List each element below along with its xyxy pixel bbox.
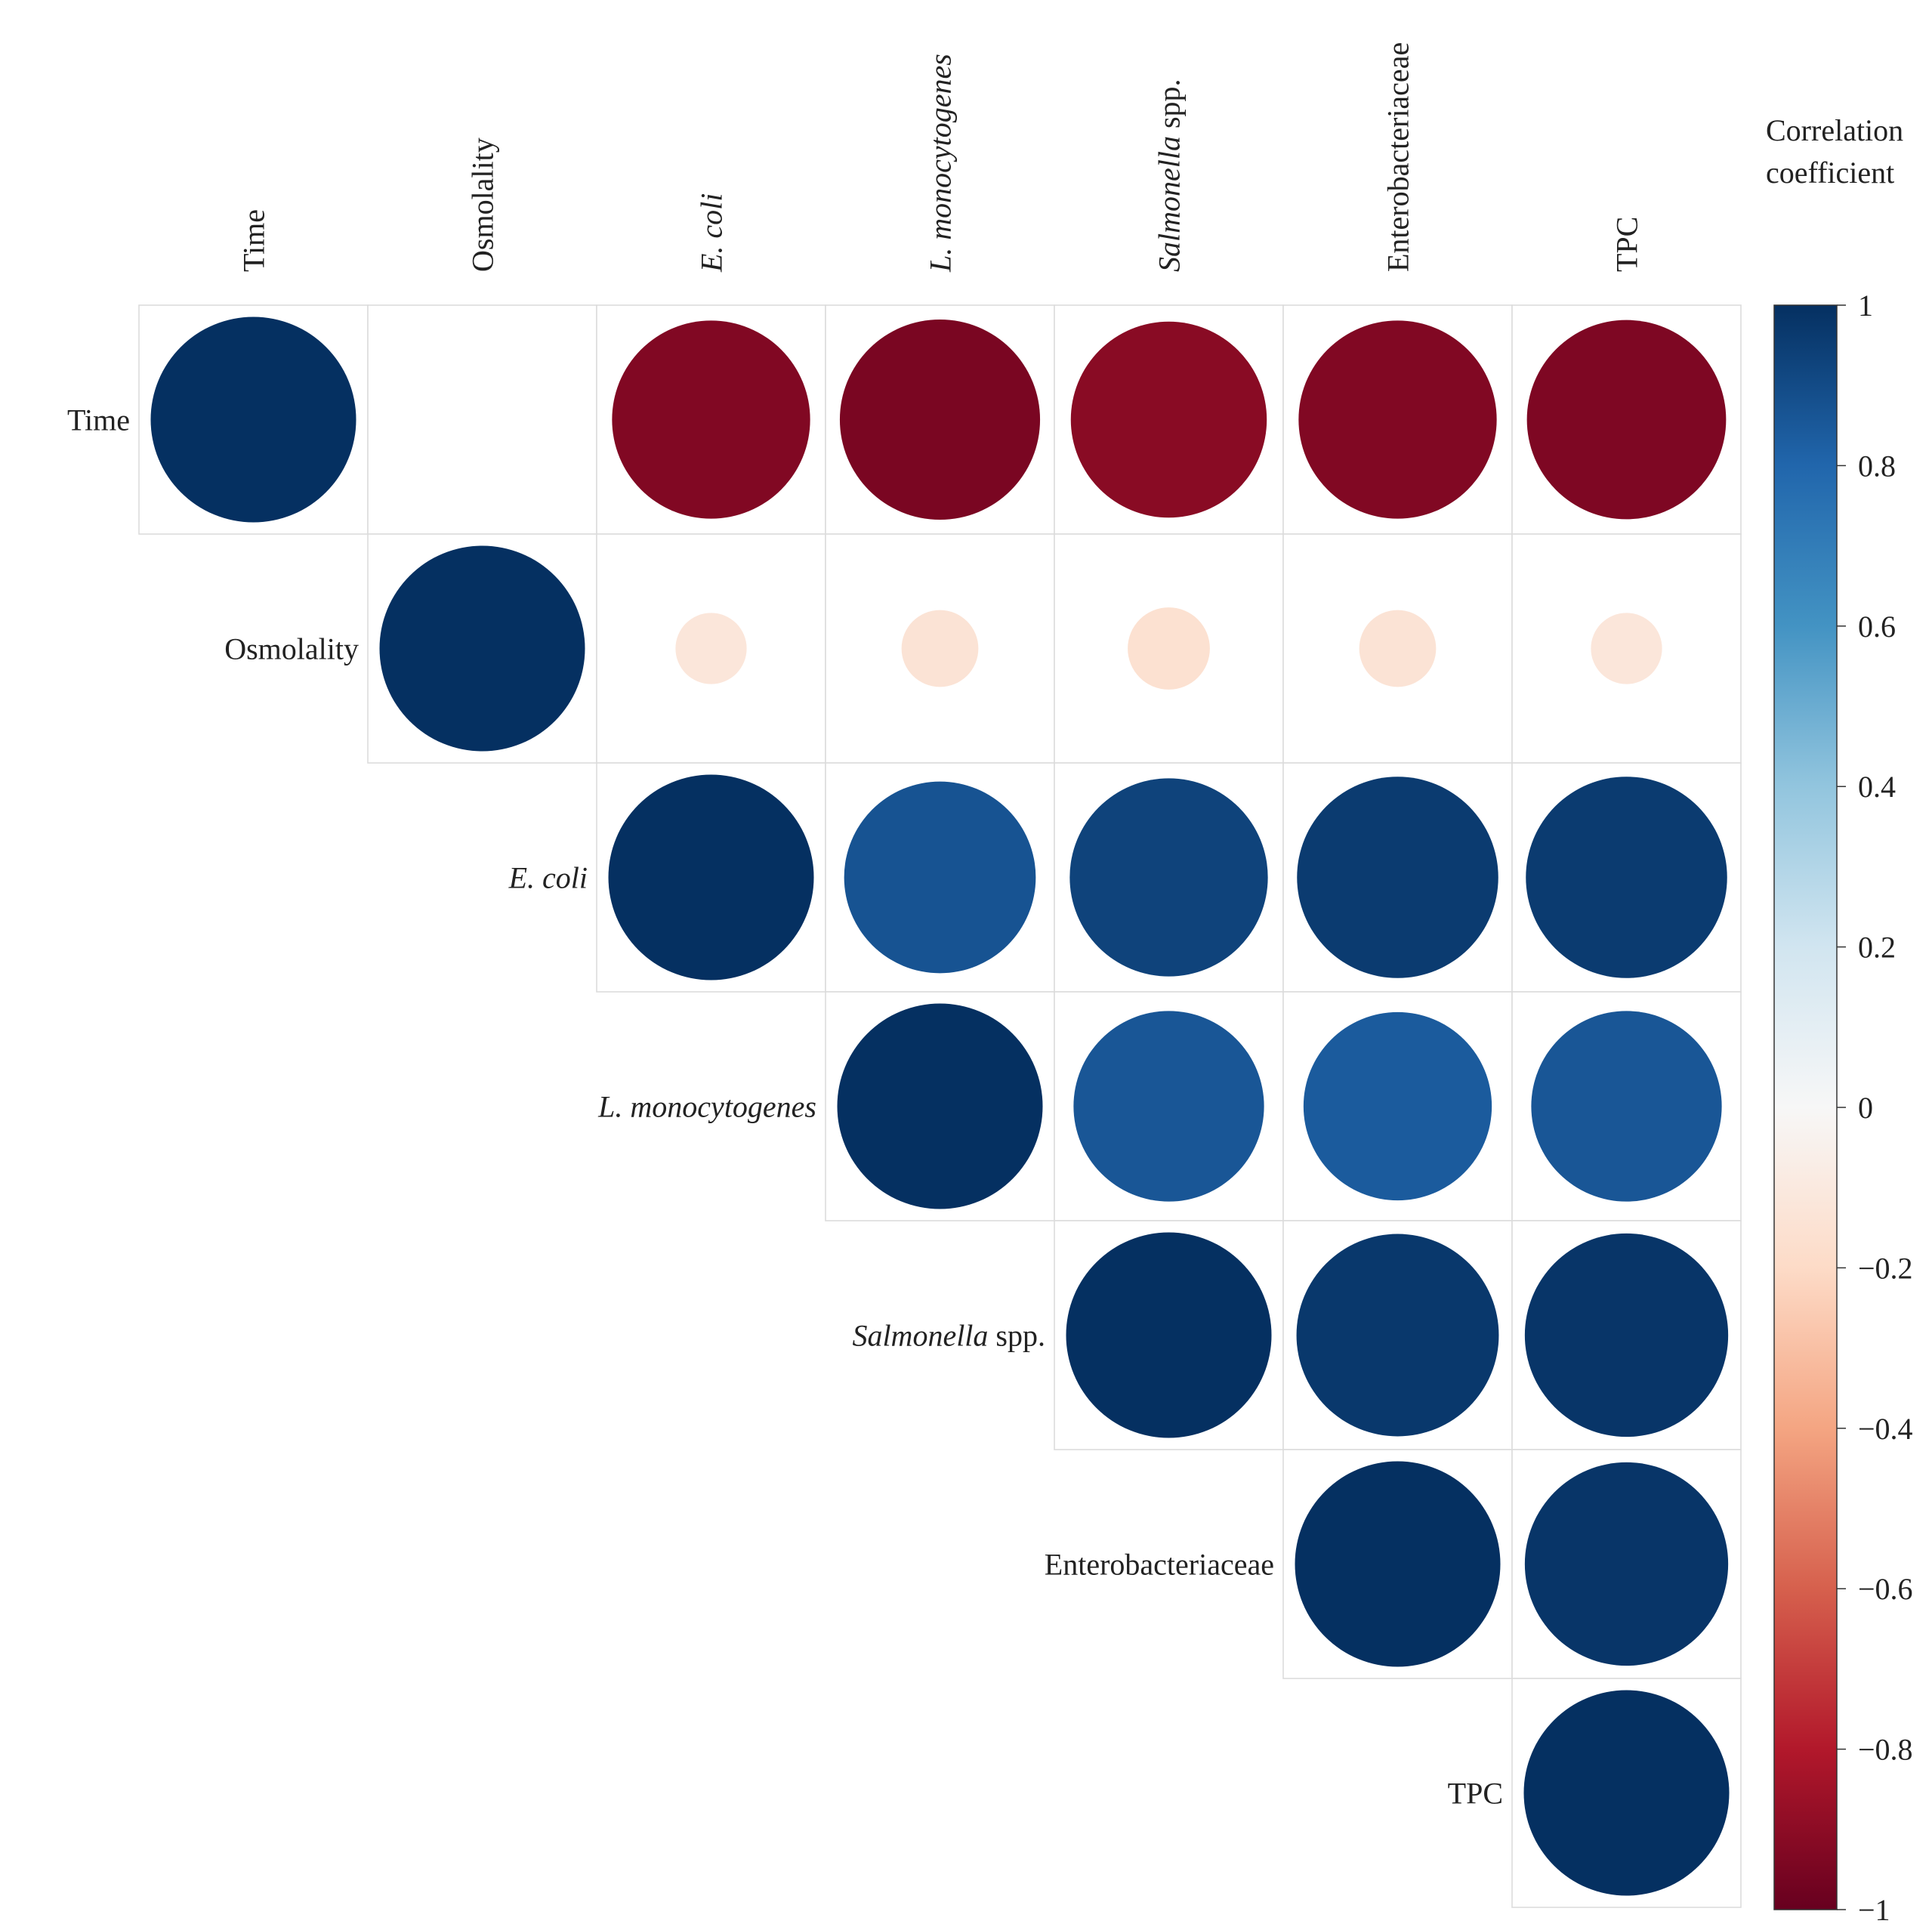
colorbar-tick-label-0: 1	[1858, 289, 1873, 323]
matrix-cell	[1282, 762, 1513, 993]
matrix-cell	[1282, 991, 1513, 1221]
matrix-cell	[1054, 762, 1284, 993]
matrix-cell	[1511, 533, 1742, 764]
matrix-cell	[1282, 1220, 1513, 1450]
correlation-circle-4-5	[1296, 1234, 1499, 1437]
correlation-circle-0-3	[839, 319, 1041, 520]
correlation-circle-3-3	[837, 1003, 1043, 1209]
colorbar-tick-label-8: −0.6	[1858, 1572, 1913, 1606]
correlation-circle-4-4	[1066, 1232, 1272, 1438]
column-label-0: Time	[237, 209, 271, 272]
colorbar-tick-label-4: 0.2	[1858, 931, 1896, 965]
correlation-circle-3-6	[1531, 1011, 1722, 1202]
matrix-cell	[825, 533, 1055, 764]
matrix-cell	[1282, 304, 1513, 535]
row-label-2: E. coli	[508, 861, 588, 895]
row-label-3: L. monocytogenes	[597, 1090, 816, 1124]
matrix-cell	[596, 304, 826, 535]
matrix-cell	[367, 533, 597, 764]
matrix-cell	[1511, 304, 1742, 535]
matrix-cell	[1511, 991, 1742, 1221]
cell-frame	[367, 304, 597, 535]
row-label-6: TPC	[1448, 1777, 1503, 1811]
correlation-circle-2-6	[1526, 777, 1727, 978]
correlation-circle-5-5	[1295, 1461, 1501, 1667]
colorbar-tick-label-1: 0.8	[1858, 449, 1896, 483]
colorbar-legend: Correlation coefficient 1 0.8 0.6 0.4 0.2 0 −0.2…	[1766, 113, 1913, 1927]
correlation-circle-1-3	[901, 610, 979, 687]
matrix-cell	[1282, 1449, 1513, 1679]
colorbar-tick-label-5: 0	[1858, 1091, 1873, 1125]
colorbar	[1773, 304, 1838, 1910]
correlation-circle-3-5	[1303, 1011, 1492, 1201]
matrix-cell	[1054, 1220, 1284, 1450]
column-label-3: L. monocytogenes	[924, 54, 958, 273]
correlation-circle-1-5	[1359, 610, 1437, 687]
correlation-circle-1-2	[675, 613, 747, 684]
matrix-cell	[1054, 304, 1284, 535]
correlation-circle-2-2	[608, 774, 814, 980]
correlation-circle-0-2	[612, 320, 810, 519]
correlation-circle-0-5	[1298, 320, 1497, 519]
column-label-4: Salmonella spp.	[1153, 79, 1187, 272]
column-labels: Time Osmolality E. coli L. monocytogenes Sal…	[237, 42, 1644, 273]
correlation-circle-2-3	[844, 781, 1036, 974]
legend-title-line2: coefficient	[1766, 156, 1894, 190]
correlation-circle-1-1	[379, 545, 585, 752]
column-label-1: Osmolality	[466, 137, 500, 272]
column-label-6: TPC	[1610, 217, 1644, 272]
column-label-5: Enterobacteriaceae	[1381, 42, 1415, 272]
row-label-5: Enterobacteriaceae	[1045, 1548, 1274, 1582]
correlation-circle-3-4	[1073, 1011, 1264, 1202]
correlation-circle-6-6	[1523, 1690, 1730, 1896]
grid-layer	[138, 304, 1742, 1908]
correlation-circle-4-6	[1524, 1233, 1729, 1437]
matrix-cell	[1054, 991, 1284, 1221]
colorbar-tick-label-7: −0.4	[1858, 1412, 1913, 1446]
correlation-circle-0-4	[1070, 321, 1267, 518]
matrix-cell	[596, 533, 826, 764]
matrix-cell	[596, 762, 826, 993]
correlation-circle-1-4	[1128, 607, 1210, 690]
row-label-0: Time	[67, 403, 130, 437]
correlation-circle-2-5	[1297, 777, 1498, 978]
colorbar-tick-label-6: −0.2	[1858, 1251, 1913, 1285]
colorbar-tick-label-10: −1	[1858, 1893, 1890, 1926]
matrix-cell	[1511, 1449, 1742, 1679]
colorbar-tick-label-3: 0.4	[1858, 770, 1896, 804]
correlation-circle-0-6	[1526, 320, 1727, 520]
correlation-circle-2-4	[1069, 778, 1268, 977]
matrix-cell	[367, 304, 597, 535]
row-label-1: Osmolality	[224, 632, 359, 666]
matrix-cell	[825, 304, 1055, 535]
correlation-circle-0-0	[150, 317, 356, 523]
correlation-circle-5-6	[1524, 1462, 1729, 1666]
correlation-circle-1-6	[1591, 613, 1662, 684]
row-labels: Time Osmolality E. coli L. monocytogenes Sal…	[67, 403, 1503, 1811]
matrix-cell	[825, 762, 1055, 993]
matrix-cell	[1511, 762, 1742, 993]
row-label-4: Salmonella spp.	[852, 1319, 1045, 1353]
colorbar-tick-label-9: −0.8	[1858, 1733, 1913, 1767]
colorbar-tick-label-2: 0.6	[1858, 610, 1896, 644]
legend-title-line1: Correlation	[1766, 113, 1903, 147]
matrix-cell	[825, 991, 1055, 1221]
matrix-cell	[1282, 533, 1513, 764]
matrix-cell	[1054, 533, 1284, 764]
matrix-cell	[1511, 1220, 1742, 1450]
column-label-2: E. coli	[695, 193, 729, 273]
matrix-cell	[138, 304, 369, 535]
matrix-cell	[1511, 1678, 1742, 1908]
